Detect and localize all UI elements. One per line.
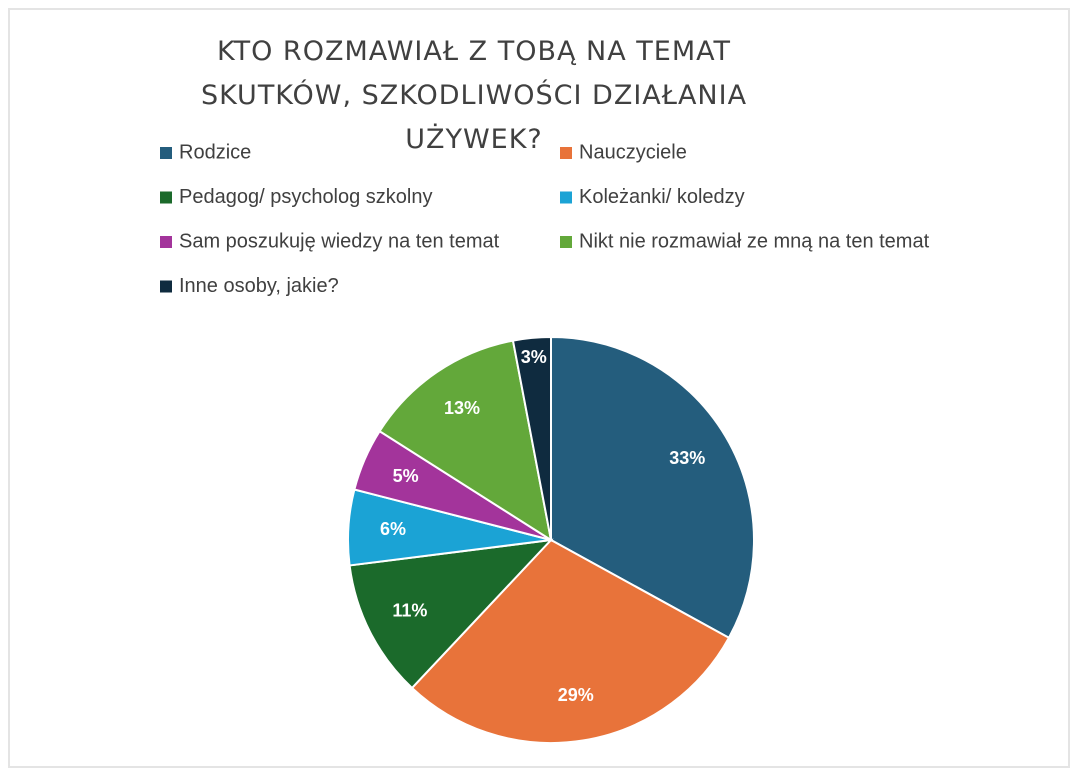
legend-swatch (160, 280, 172, 293)
data-label: 3% (521, 347, 547, 367)
pie-slice (378, 339, 553, 543)
data-label: 33% (669, 448, 705, 468)
legend-label: Sam poszukuję wiedzy na ten temat (179, 230, 500, 252)
legend-swatch (160, 147, 172, 159)
legend-swatch (560, 147, 572, 159)
data-label: 6% (380, 519, 406, 539)
data-label: 29% (558, 685, 594, 705)
data-label: 11% (392, 601, 427, 621)
chart-title: KTO ROZMAWIAŁ Z TOBĄ NA TEMAT SKUTKÓW, S… (200, 36, 748, 155)
legend-swatch (560, 191, 572, 204)
data-label: 13% (444, 398, 480, 418)
legend-label: Koleżanki/ koledzy (579, 186, 745, 208)
legend-label: Nauczyciele (579, 141, 687, 163)
pie-slice (410, 538, 731, 744)
data-label: 5% (393, 466, 419, 486)
pie-slice (348, 538, 554, 690)
legend-swatch (160, 236, 172, 248)
legend-label: Nikt nie rozmawiał ze mną na ten temat (579, 230, 930, 252)
legend-label: Rodzice (179, 141, 251, 163)
legend-label: Inne osoby, jakie? (179, 275, 339, 297)
legend-swatch (560, 236, 572, 248)
pie-slice (550, 335, 755, 640)
pie-slice (511, 335, 552, 541)
legend-label: Pedagog/ psycholog szkolny (179, 186, 433, 208)
legend-swatch (160, 191, 172, 204)
